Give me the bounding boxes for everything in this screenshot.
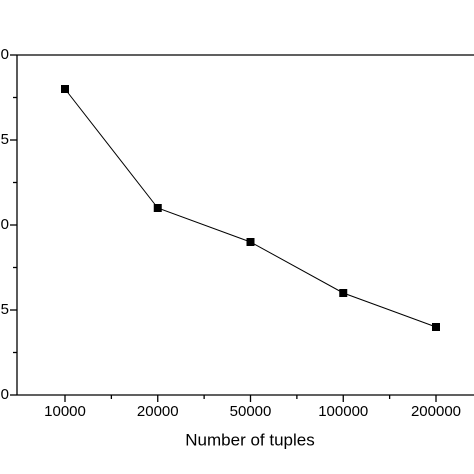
y-tick-label: 0 bbox=[1, 46, 9, 63]
x-tick-label: 20000 bbox=[137, 403, 179, 420]
point-marker bbox=[153, 204, 162, 212]
series-line bbox=[64, 88, 437, 328]
point-marker bbox=[61, 85, 69, 93]
x-tick-label: 10000 bbox=[44, 403, 86, 420]
point-marker bbox=[432, 323, 440, 331]
y-tick-label: 0 bbox=[1, 386, 9, 403]
y-tick-label: 5 bbox=[1, 301, 9, 318]
point-marker bbox=[246, 238, 255, 246]
x-axis-label: Number of tuples bbox=[185, 430, 314, 449]
point-marker bbox=[339, 289, 348, 297]
x-tick-label: 200000 bbox=[411, 403, 461, 420]
y-tick-label: 5 bbox=[1, 131, 9, 148]
x-tick-label: 50000 bbox=[230, 403, 272, 420]
y-tick-label: 0 bbox=[1, 216, 9, 233]
x-tick-label: 100000 bbox=[318, 403, 368, 420]
